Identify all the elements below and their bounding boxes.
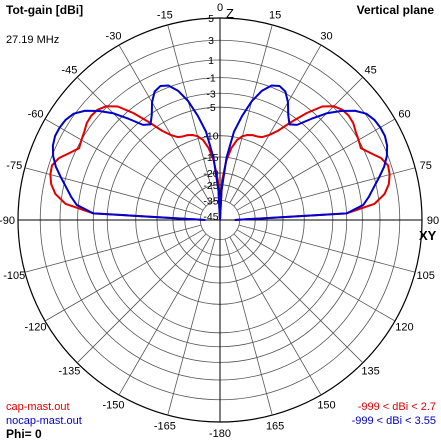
grid-spoke [224,24,273,202]
grid-spoke [233,76,364,207]
legend-range-nocap: -999 < dBi < 3.55 [352,415,436,427]
radial-tick-label: -5 [206,102,215,114]
grid-spoke [238,224,416,273]
grid-spoke [167,24,216,202]
angle-tick-label: 15 [269,9,281,21]
angle-tick-label: -30 [106,31,122,43]
phi-label: Phi= 0 [6,427,42,441]
grid-spoke [76,233,207,364]
grid-spoke [238,167,416,216]
series-line-nocap-mast-out [51,84,389,221]
angle-tick-label: -60 [28,109,44,121]
pattern-series [49,84,391,221]
axis-label-z: Z [226,6,234,21]
radial-tick-label: -3 [206,88,215,100]
angle-tick-label: -15 [157,9,173,21]
grid-spoke [229,44,322,204]
legend-range-cap: -999 < dBi < 2.7 [358,401,436,413]
grid-spoke [167,238,216,416]
radial-tick-label: -35 [203,195,218,207]
angle-tick-label: -150 [102,399,124,411]
radial-tick-label: 5 [208,13,214,25]
axis-label-xy: XY [419,228,437,243]
angle-tick-label: 75 [420,160,432,172]
radial-tick-label: -25 [203,180,218,192]
angle-tick-label: 90 [427,215,439,227]
radial-tick-label: -1 [206,73,215,85]
chart-title: Tot-gain [dBi] [6,3,83,17]
angle-tick-label: 60 [398,109,410,121]
angle-tick-label: 150 [317,399,335,411]
angle-tick-label: 165 [266,421,284,433]
angle-tick-label: -120 [25,322,47,334]
angle-tick-label: 105 [417,270,435,282]
polar-grid [17,17,423,423]
angle-tick-label: -165 [154,421,176,433]
angle-tick-label: -180 [209,428,231,440]
grid-spoke [118,44,211,204]
angle-tick-label: 135 [361,366,379,378]
grid-spoke [236,118,396,211]
grid-spoke [118,236,211,396]
grid-spoke [224,238,273,416]
plane-label: Vertical plane [357,3,435,17]
grid-spoke [233,233,364,364]
grid-spoke [229,236,322,396]
angle-tick-label: 120 [395,322,413,334]
radial-tick-label: -45 [203,211,218,223]
angle-tick-label: 30 [320,31,332,43]
grid-spoke [44,229,204,322]
radial-tick-label: 1 [208,55,214,67]
legend-file-nocap: nocap-mast.out [6,415,82,427]
radial-tick-labels: 531-1-3-5-10-15-20-25-35-45 [203,13,218,223]
angle-tick-label: -75 [6,160,22,172]
radial-tick-label: 3 [208,35,214,47]
angle-tick-label: -105 [3,270,25,282]
angle-tick-label: -45 [61,64,77,76]
grid-spoke [76,76,207,207]
grid-spoke [24,224,202,273]
legend-file-cap: cap-mast.out [6,401,70,413]
grid-spoke [24,167,202,216]
angle-tick-label: 45 [364,64,376,76]
angle-tick-label: 0 [217,2,223,14]
angle-tick-label: -135 [58,366,80,378]
angle-tick-label: -90 [0,215,15,227]
frequency-label: 27.19 MHz [6,34,59,46]
grid-spoke [236,229,396,322]
grid-spoke [44,118,204,211]
